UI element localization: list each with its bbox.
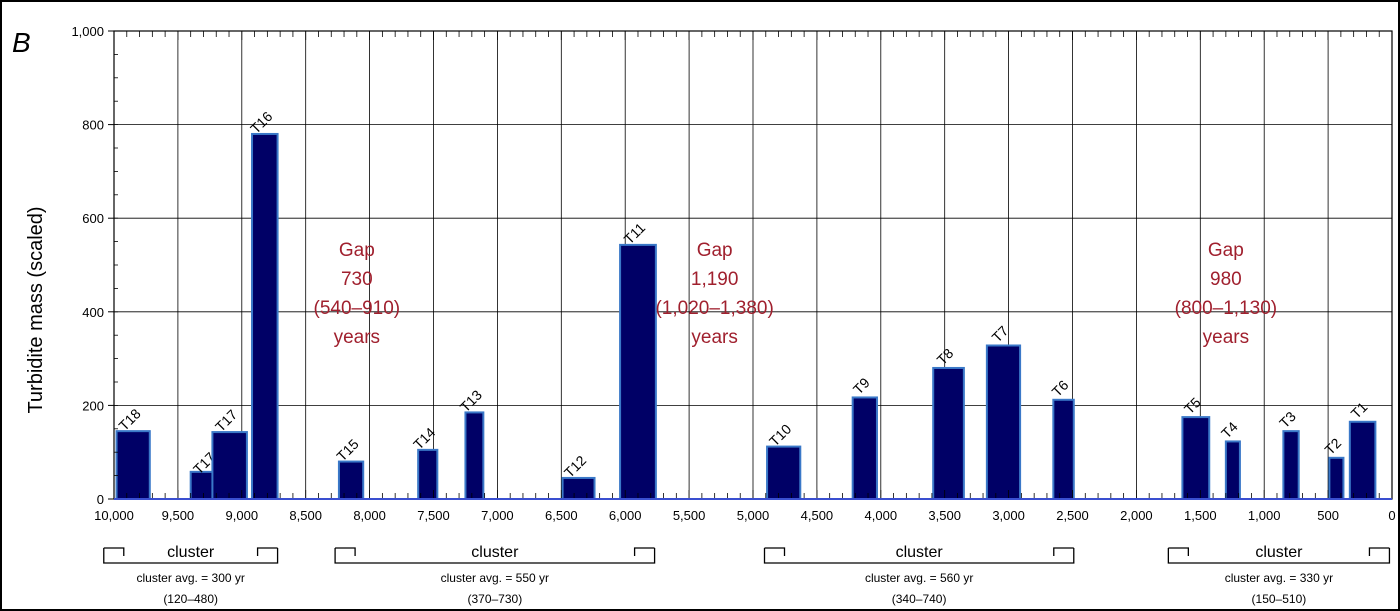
cluster-range-text: (120–480) [163,592,218,606]
x-tick-label: 6,000 [609,508,642,523]
gap-annotation-line: Gap [339,240,375,261]
axes: 10,000 9,500 9,000 8,500 8,000 7,500 7,000 6,50… [71,24,1395,523]
cluster-range-text: (340–740) [892,592,947,606]
y-tick-label: 600 [82,211,104,226]
x-tick-label: 8,500 [289,508,322,523]
x-tick-label: 1,000 [1248,508,1281,523]
cluster-bracket: cluster cluster avg. = 300 yr (120–480) [103,544,279,606]
gap-annotation-line: years [334,327,380,348]
cluster-range-text: (150–510) [1252,592,1307,606]
cluster-range-text: (370–730) [467,592,522,606]
bar-t18 [115,430,151,501]
bar-t6 [1052,398,1075,500]
cluster-avg-text: cluster avg. = 550 yr [441,571,549,585]
gap-annotation-line: (800–1,130) [1175,298,1277,319]
x-tick-label: 10,000 [94,508,134,523]
x-tick-label: 5,000 [737,508,770,523]
gap-annotation-line: years [1203,327,1249,348]
gap-annotation-line: 730 [341,269,373,290]
cluster-bracket: cluster cluster avg. = 550 yr (370–730) [334,544,656,606]
x-tick-label: 4,000 [865,508,898,523]
x-tick-label: 6,500 [545,508,578,523]
panel-letter: B [12,27,31,58]
gap-annotation-line: (540–910) [314,298,401,319]
y-tick-label: 0 [97,492,104,507]
cluster-label: cluster [1255,544,1303,561]
x-tick-label: 500 [1317,508,1339,523]
y-tick-label: 400 [82,305,104,320]
gap-annotation-line: Gap [1208,240,1244,261]
cluster-bracket: cluster cluster avg. = 560 yr (340–740) [763,544,1075,606]
y-axis-label: Turbidite mass (scaled) [25,206,47,413]
y-tick-label: 1,000 [71,24,104,39]
gap-annotation-line: Gap [697,240,733,261]
cluster-bracket-line [334,547,656,564]
x-tick-label: 4,500 [801,508,834,523]
bar-t12 [561,476,596,501]
cluster-label: cluster [167,544,215,561]
gap-annotation-line: 1,190 [691,269,739,290]
bar-t1 [1348,420,1377,500]
bar-t14 [417,448,439,500]
x-tick-label: 3,000 [992,508,1025,523]
x-tick-label: 8,000 [353,508,386,523]
bar-t10 [766,445,802,501]
bar-t11 [619,243,657,500]
cluster-label: cluster [471,544,519,561]
cluster-bracket-line [763,547,1075,564]
cluster-bracket: cluster cluster avg. = 330 yr (150–510) [1167,544,1391,606]
x-tick-label: 2,000 [1120,508,1153,523]
x-tick-label: 9,000 [226,508,259,523]
bar-t9 [851,396,878,500]
gap-annotations: Gap 730 (540–910) years Gap 1,190 (1,020–1,380… [314,240,1278,348]
y-tick-label: 200 [82,398,104,413]
x-tick-label: 1,500 [1184,508,1217,523]
bar-t15 [337,460,365,500]
bar-t16 [251,132,279,501]
x-tick-label: 2,500 [1056,508,1089,523]
bar-t17 [211,431,248,500]
bar-t2 [1328,456,1345,501]
bar-t5 [1181,416,1211,501]
bar-t13 [464,411,485,501]
x-tick-label: 5,500 [673,508,706,523]
cluster-bracket-line [103,547,279,564]
x-tick-label: 7,000 [481,508,514,523]
bar-t4 [1224,440,1241,501]
cluster-avg-text: cluster avg. = 330 yr [1225,571,1333,585]
cluster-bracket-line [1167,547,1391,564]
y-tick-label: 800 [82,118,104,133]
x-tick-label: 9,500 [162,508,195,523]
bar-t7 [985,344,1022,500]
cluster-avg-text: cluster avg. = 560 yr [865,571,973,585]
gap-annotation-line: (1,020–1,380) [655,298,773,319]
x-tick-label: 3,500 [928,508,961,523]
bar-t8 [932,366,965,500]
gap-annotation-line: 980 [1210,269,1242,290]
x-tick-label: 0 [1388,508,1395,523]
bar-t3 [1282,430,1300,501]
cluster-label: cluster [896,544,944,561]
cluster-avg-text: cluster avg. = 300 yr [136,571,244,585]
gap-annotation-line: years [691,327,737,348]
x-tick-label: 7,500 [417,508,450,523]
